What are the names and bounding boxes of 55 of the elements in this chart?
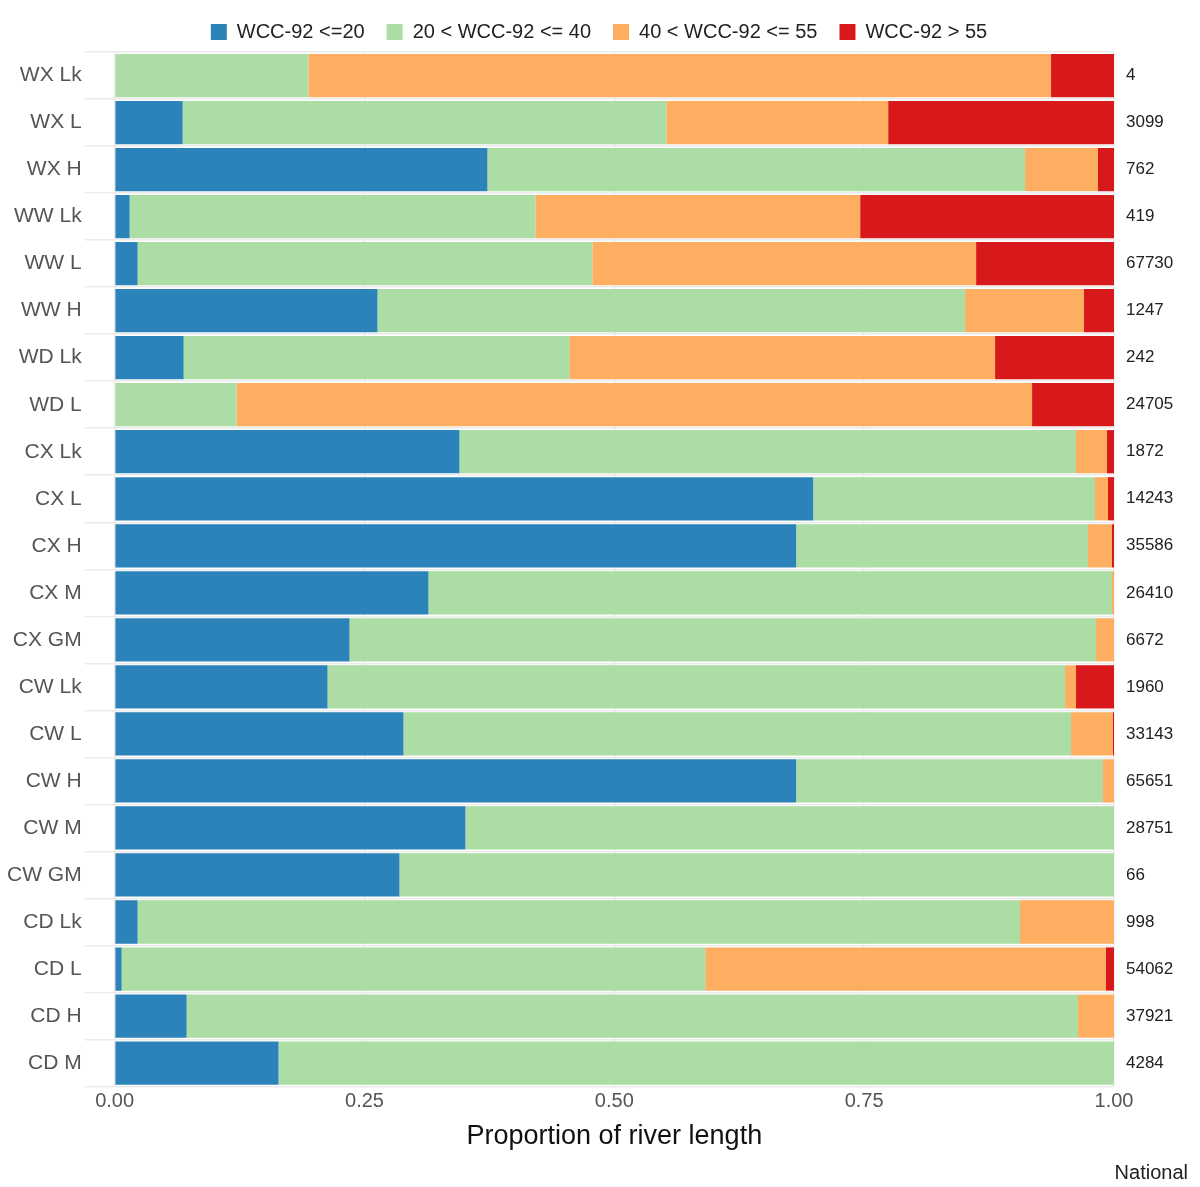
y2-tick-label: 33143 xyxy=(1126,723,1174,743)
y2-tick-label: 67730 xyxy=(1126,253,1174,273)
y2-tick-label: 6672 xyxy=(1126,629,1164,649)
y-tick-label: WD Lk xyxy=(18,344,83,368)
y2-tick-label: 1872 xyxy=(1126,441,1164,461)
legend-label: 40 < WCC-92 <= 55 xyxy=(639,19,818,42)
y2-tick-label: 1960 xyxy=(1126,676,1164,696)
y-tick-label: CX M xyxy=(29,579,82,603)
y2-tick-label: 4 xyxy=(1126,65,1136,85)
y-tick-label: CX GM xyxy=(12,626,82,650)
y2-tick-label: 3099 xyxy=(1126,112,1164,132)
y-tick-label: CD Lk xyxy=(23,908,83,932)
legend-label: WCC-92 <=20 xyxy=(236,19,365,42)
y2-tick-label: 4284 xyxy=(1126,1052,1164,1072)
y-tick-label: WW Lk xyxy=(13,203,83,227)
text: National xyxy=(1114,1160,1188,1183)
y2-tick-label: 66 xyxy=(1126,864,1145,884)
y2-tick-label: 24705 xyxy=(1126,394,1174,414)
legend-label: 20 < WCC-92 <= 40 xyxy=(412,19,592,42)
x-tick-label: 0.75 xyxy=(844,1089,884,1112)
y2-tick-label: 242 xyxy=(1126,347,1155,367)
x-axis-title: Proportion of river length xyxy=(466,1120,763,1151)
x-tick-label: 0.50 xyxy=(594,1089,634,1112)
x-tick-label: 0.25 xyxy=(345,1089,384,1112)
y-tick-label: CD L xyxy=(33,955,82,979)
y-tick-label: WW L xyxy=(24,250,82,274)
y-tick-label: CX L xyxy=(34,485,82,509)
y2-tick-label: 14243 xyxy=(1126,488,1174,508)
y2-tick-label: 762 xyxy=(1126,159,1155,179)
y2-tick-label: 54062 xyxy=(1126,958,1174,978)
y-tick-label: CW M xyxy=(23,814,82,838)
y-tick-label: WW H xyxy=(20,297,82,321)
y2-tick-label: 26410 xyxy=(1126,582,1174,602)
y-tick-label: CW GM xyxy=(6,861,82,885)
legend-label: WCC-92 > 55 xyxy=(865,19,988,42)
y2-tick-label: 419 xyxy=(1126,206,1155,226)
y2-tick-label: 35586 xyxy=(1126,535,1174,555)
y-tick-label: CW L xyxy=(29,720,82,744)
y-tick-label: CX Lk xyxy=(24,438,83,462)
y2-tick-label: 998 xyxy=(1126,911,1155,931)
x-tick-label: 1.00 xyxy=(1094,1089,1134,1112)
y-tick-label: CW H xyxy=(25,767,82,791)
y2-tick-label: 37921 xyxy=(1126,1005,1174,1025)
y-tick-label: WX Lk xyxy=(19,62,83,86)
y2-tick-label: 65651 xyxy=(1126,770,1174,790)
y-tick-label: WX L xyxy=(30,109,82,133)
y2-tick-label: 1247 xyxy=(1126,300,1164,320)
y-tick-label: CD H xyxy=(30,1002,82,1026)
y-tick-label: CX H xyxy=(31,532,82,556)
y2-tick-label: 28751 xyxy=(1126,817,1174,837)
x-tick-label: 0.00 xyxy=(95,1089,135,1112)
y-tick-label: WD L xyxy=(29,391,82,415)
y-tick-label: CD M xyxy=(27,1049,82,1073)
y-tick-label: WX H xyxy=(26,156,82,180)
y-tick-label: CW Lk xyxy=(18,673,83,697)
